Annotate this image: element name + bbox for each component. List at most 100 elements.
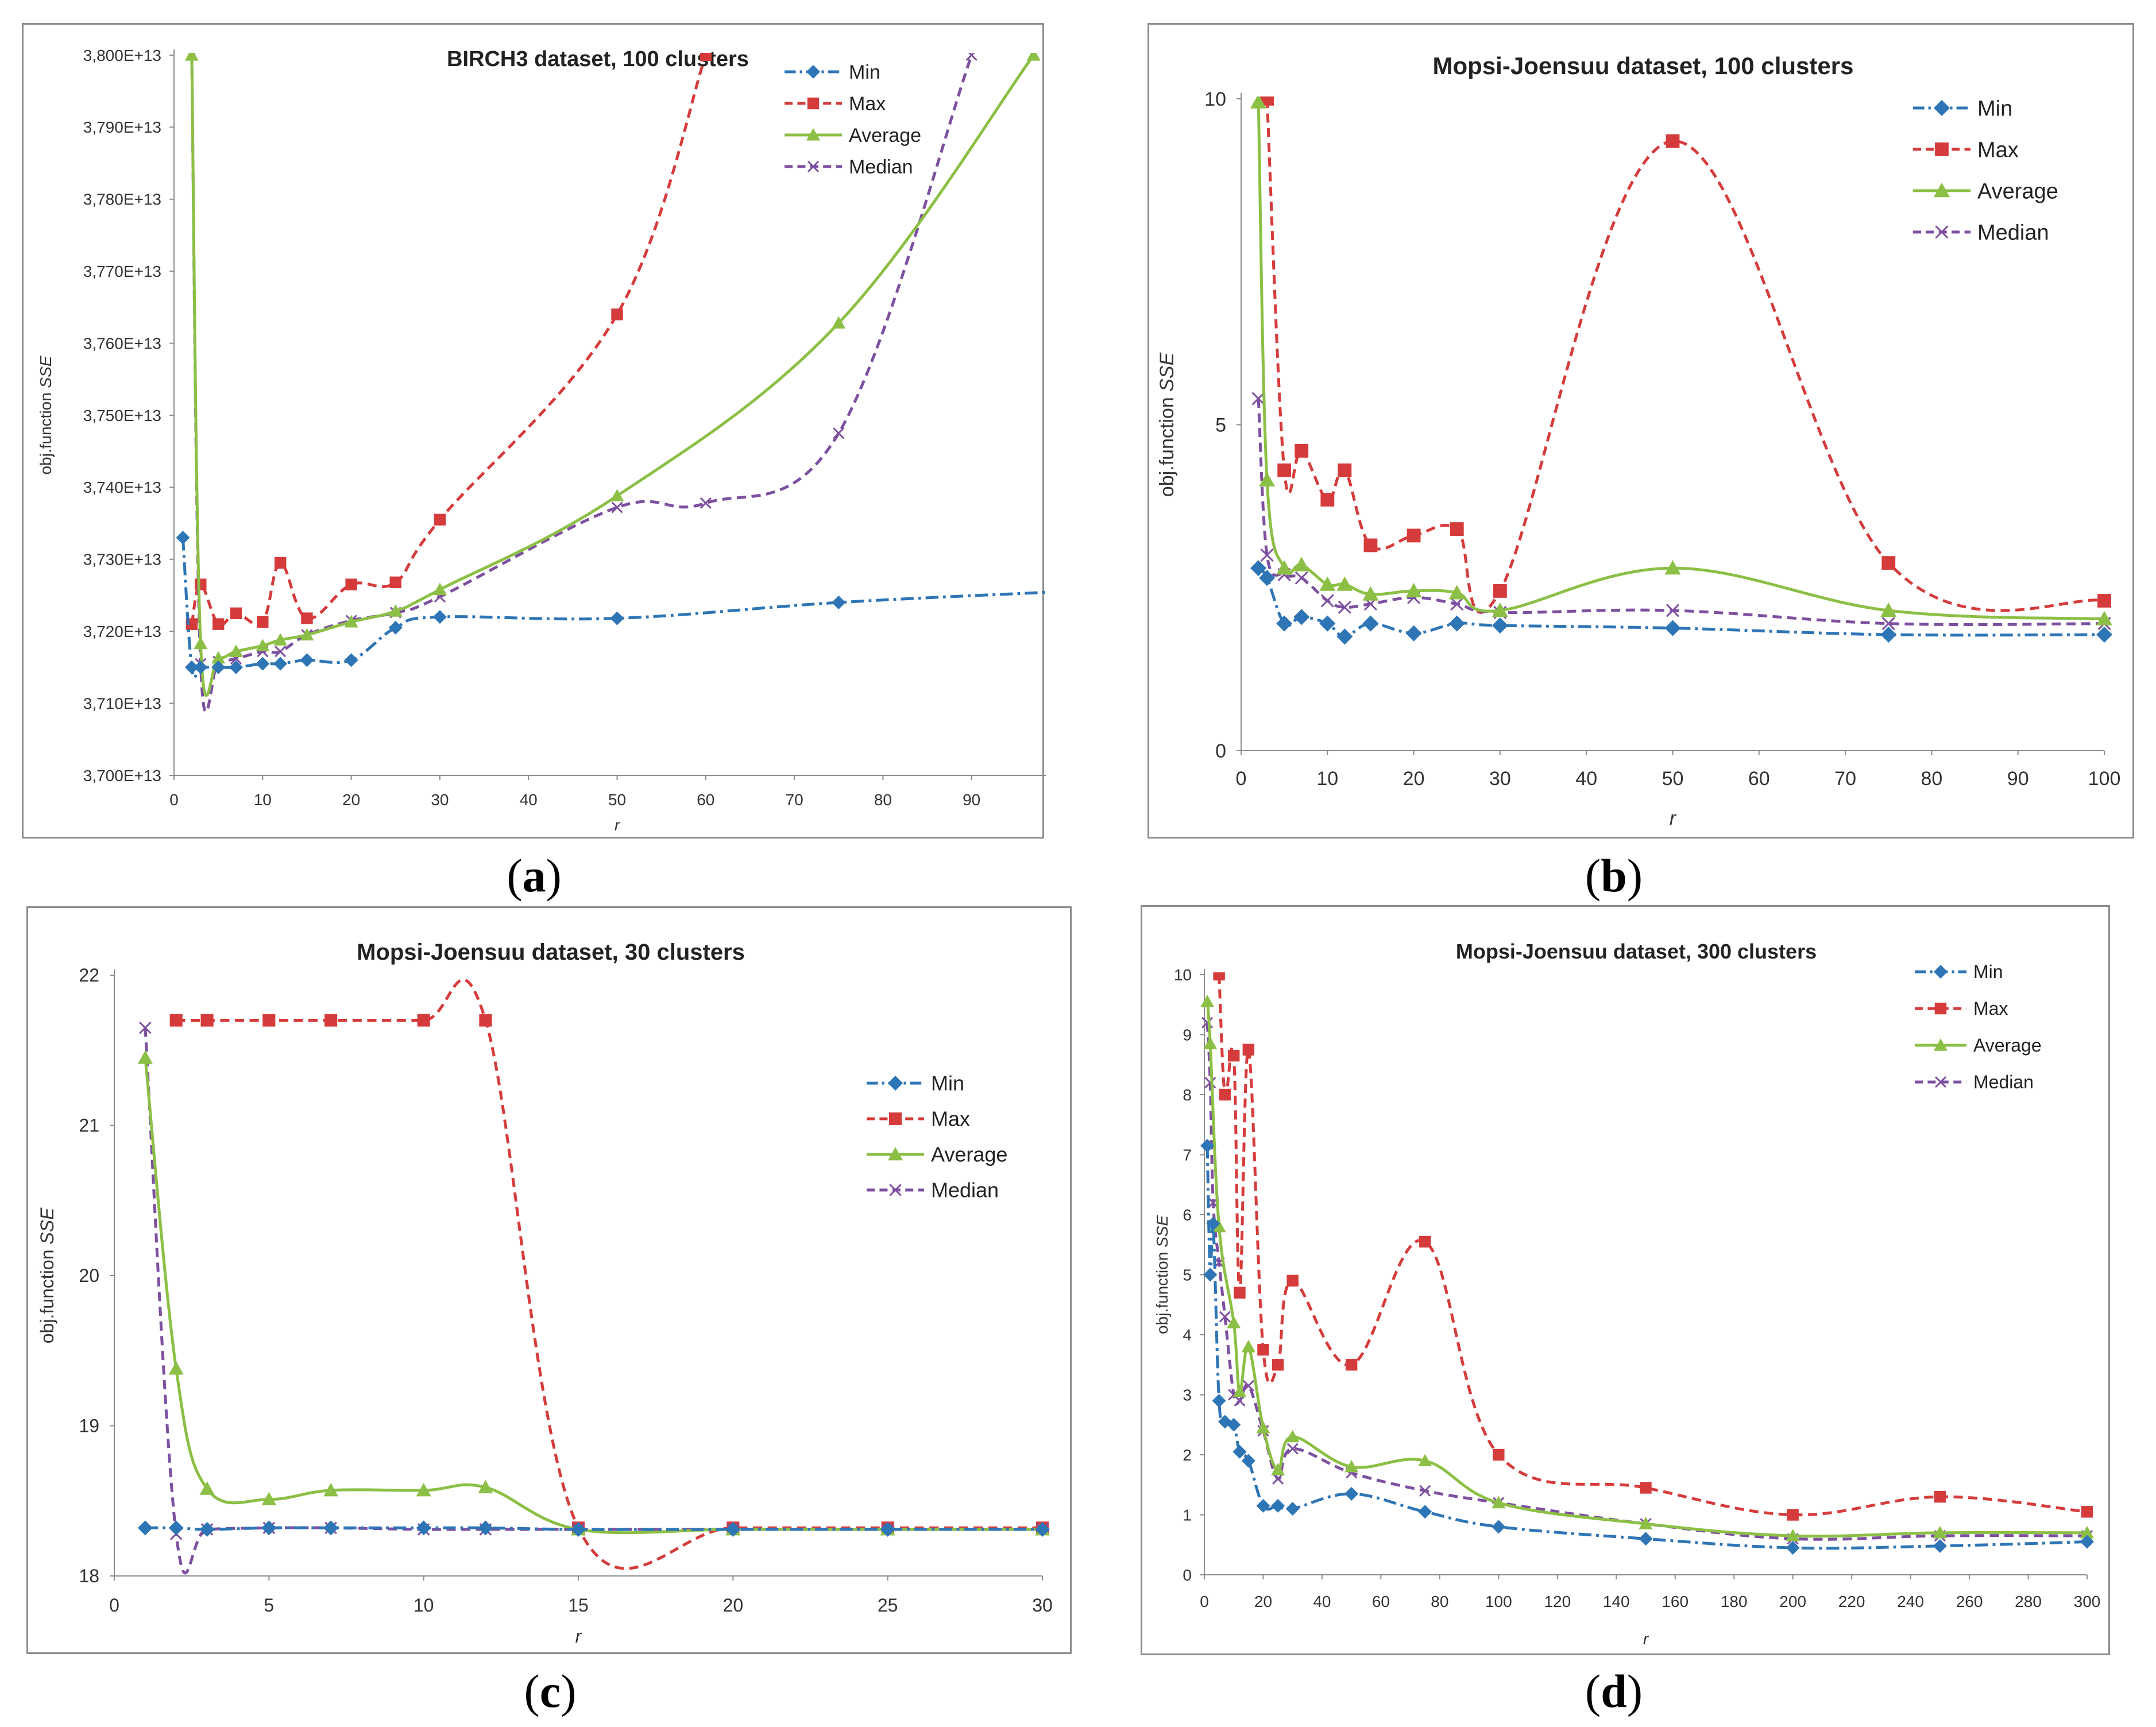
legend-marker-min (1934, 965, 1948, 979)
data-point-median (1338, 600, 1351, 614)
legend-marker-median (807, 160, 820, 173)
x-tick-label: 0 (109, 1595, 119, 1616)
data-point-max (417, 1014, 430, 1027)
data-point-average (1492, 1496, 1506, 1509)
data-point-min (344, 653, 358, 667)
x-tick-label: 20 (723, 1595, 744, 1616)
data-point-max (1493, 584, 1507, 598)
data-point-max (1640, 1482, 1652, 1494)
data-point-average (1362, 586, 1379, 601)
x-tick-label: 240 (1897, 1593, 1924, 1610)
x-tick-label: 60 (1748, 768, 1770, 790)
data-point-max (2097, 594, 2111, 608)
plot-area (1250, 96, 2112, 645)
data-point-average (1232, 1385, 1247, 1397)
data-point-average (2096, 611, 2112, 625)
data-point-min (194, 660, 208, 674)
data-point-median (965, 53, 977, 61)
data-point-median (1242, 1380, 1254, 1392)
x-tick-label: 20 (342, 791, 360, 809)
chart-title: BIRCH3 dataset, 100 clusters (447, 47, 749, 71)
y-tick-label: 5 (1215, 414, 1226, 436)
data-point-average (1276, 560, 1293, 575)
legend-label-max: Max (1977, 138, 2019, 162)
y-axis-label: obj.function SSE (37, 356, 55, 474)
series-line-max (176, 978, 1042, 1570)
legend-label-median: Median (931, 1179, 999, 1202)
chart-panel-d: Mopsi-Joensuu dataset, 300 clusters 0 1 2 3 4… (1141, 905, 2110, 1655)
chart-b: Mopsi-Joensuu dataset, 100 clusters05100… (1156, 52, 2120, 829)
y-tick-label: 10 (1204, 88, 1226, 110)
data-point-median (1419, 1485, 1431, 1497)
plot-area (176, 53, 1046, 713)
data-point-max (700, 53, 712, 61)
data-point-max (324, 1014, 338, 1027)
data-point-average (1664, 560, 1681, 575)
data-point-max (1219, 1088, 1231, 1101)
data-point-min (1250, 560, 1267, 577)
y-tick-label: 3,700E+13 (83, 767, 161, 785)
y-tick-label: 3 (1183, 1386, 1192, 1404)
y-tick-label: 3,730E+13 (83, 551, 161, 569)
x-tick-label: 40 (520, 791, 538, 809)
y-tick-label: 0 (1183, 1566, 1192, 1584)
data-point-max (1272, 1359, 1284, 1371)
data-point-min (1362, 615, 1379, 632)
data-point-min (1336, 628, 1353, 645)
data-point-min (1203, 1268, 1218, 1282)
x-tick-label: 300 (2074, 1593, 2101, 1610)
x-tick-label: 30 (1489, 768, 1511, 790)
legend-label-max: Max (1973, 998, 2008, 1019)
data-point-min (1276, 615, 1293, 632)
data-point-average (1200, 995, 1215, 1007)
data-point-average (1259, 472, 1276, 487)
x-tick-label: 60 (1372, 1593, 1390, 1610)
data-point-max (389, 576, 401, 589)
legend-label-min: Min (849, 61, 880, 83)
y-tick-label: 22 (79, 965, 99, 986)
data-point-min (1271, 1498, 1285, 1513)
y-tick-label: 9 (1183, 1026, 1192, 1044)
data-point-median (1260, 548, 1274, 562)
y-tick-label: 10 (1174, 966, 1192, 984)
data-point-min (1200, 1138, 1215, 1153)
data-point-average (261, 1492, 277, 1506)
data-point-max (1234, 1286, 1246, 1299)
legend-marker-average (1934, 183, 1950, 198)
data-point-median (139, 1021, 152, 1034)
data-point-min (1232, 1444, 1247, 1459)
x-tick-label: 200 (1779, 1593, 1806, 1610)
data-point-average (273, 633, 288, 646)
data-point-min (1285, 1502, 1300, 1516)
legend-label-average: Average (1973, 1035, 2042, 1056)
data-point-min (478, 1520, 493, 1536)
series-line-max (1218, 974, 2088, 1517)
series-line-max (190, 55, 708, 627)
data-point-min (571, 1521, 586, 1537)
data-point-average (194, 636, 208, 650)
data-point-median (1272, 1473, 1284, 1485)
legend-label-average: Average (931, 1143, 1007, 1166)
data-point-average (1492, 602, 1508, 617)
data-point-median (1251, 392, 1265, 405)
chart-panel-b: Mopsi-Joensuu dataset, 100 clusters 0 5 10 0… (1147, 23, 2134, 839)
legend: Min Max Average Median (785, 61, 921, 178)
x-tick-label: 40 (1575, 768, 1597, 790)
data-point-max (257, 616, 269, 628)
data-point-average (184, 53, 199, 61)
data-point-min (725, 1521, 741, 1537)
y-tick-label: 3,790E+13 (83, 118, 161, 136)
data-point-min (1241, 1454, 1255, 1468)
chart-panel-a: BIRCH3 dataset, 100 clusters 3,700E+13 3,7… (22, 23, 1046, 839)
data-point-max (1213, 972, 1225, 981)
data-point-average (300, 628, 314, 641)
legend: Min Max Average Median (1913, 96, 2058, 245)
x-tick-label: 20 (1254, 1593, 1272, 1610)
data-point-average (1203, 1037, 1218, 1049)
data-point-max (1242, 1044, 1255, 1056)
data-point-max (1257, 1343, 1269, 1356)
y-tick-label: 3,710E+13 (83, 694, 161, 712)
data-point-median (700, 497, 712, 509)
data-point-average (1212, 1219, 1226, 1233)
data-point-min (1344, 1486, 1359, 1501)
